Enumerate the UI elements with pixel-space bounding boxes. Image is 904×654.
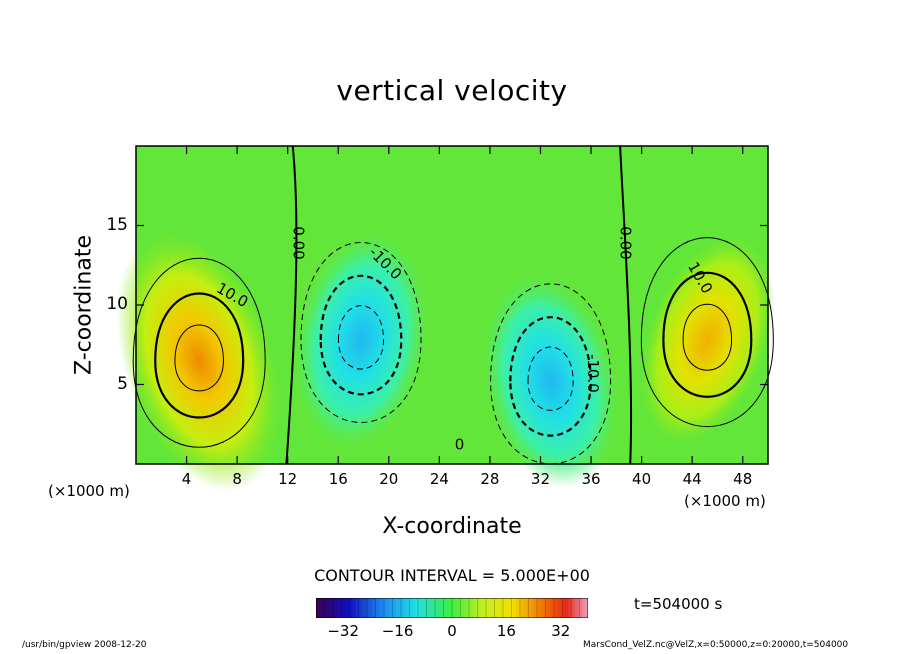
- negative-contour-line: [300, 241, 422, 423]
- negative-contour-line: [509, 316, 592, 437]
- colorbar: [315, 597, 589, 619]
- footer-source: MarsCond_VelZ.nc@VelZ,x=0:50000,z=0:2000…: [583, 640, 849, 650]
- x-tick-label: 12: [278, 470, 298, 488]
- x-tick-label: 24: [429, 470, 449, 488]
- updraft-region: [116, 230, 282, 492]
- zero-contour-line: [285, 145, 298, 465]
- positive-contour-line: [132, 258, 266, 448]
- x-tick-label: 4: [181, 470, 192, 488]
- downdraft-region: [294, 233, 428, 447]
- updraft-region: [639, 236, 775, 444]
- x-tick-label: 28: [480, 470, 500, 488]
- negative-contour-line: [337, 305, 385, 370]
- contour-label: -10.0: [584, 354, 602, 393]
- y-tick-label: 10: [106, 294, 128, 314]
- x-tick-label: 36: [581, 470, 601, 488]
- colorbar-tick-label: −32: [327, 622, 360, 640]
- x-tick-label: 16: [328, 470, 348, 488]
- x-tick-label: 44: [682, 470, 702, 488]
- x-tick-label: 20: [379, 470, 399, 488]
- plot-area: 0.00 -10.0 10.0 0.00 10.0 -10.0 0: [116, 145, 775, 492]
- x-tick-label: 32: [530, 470, 551, 488]
- x-tick-label: 40: [632, 470, 652, 488]
- contour-label: 0.00: [617, 226, 635, 259]
- x-tick-label: 48: [733, 470, 753, 488]
- colorbar-tick-label: 0: [447, 622, 457, 640]
- x-tick-label: 8: [232, 470, 242, 488]
- time-label: t=504000 s: [634, 595, 723, 613]
- colorbar-tick-label: −16: [381, 622, 414, 640]
- positive-contour-line: [174, 324, 224, 392]
- y-tick-label: 5: [117, 373, 128, 394]
- x-unit-label: (×1000 m): [48, 482, 130, 500]
- downdraft-region: [483, 274, 618, 488]
- colorbar-tick-label: 32: [551, 622, 571, 640]
- y-tick-label: 15: [106, 214, 128, 235]
- contour-label: 0: [455, 435, 465, 453]
- contour-interval-label: CONTOUR INTERVAL = 5.000E+00: [314, 566, 590, 585]
- positive-contour-line: [682, 303, 733, 371]
- positive-contour-line: [640, 237, 774, 428]
- chart-title: vertical velocity: [336, 74, 568, 107]
- positive-contour-line: [662, 271, 753, 398]
- x-unit-label-secondary: (×1000 m): [684, 492, 766, 510]
- positive-contour-line: [154, 292, 245, 419]
- negative-contour-line: [319, 274, 403, 396]
- footer-command: /usr/bin/gpview 2008-12-20: [22, 640, 147, 650]
- x-axis-label: X-coordinate: [382, 514, 522, 539]
- zero-contour-line: [619, 145, 633, 465]
- negative-contour-line: [490, 283, 612, 465]
- negative-contour-line: [527, 346, 574, 411]
- contour-label: 0.00: [289, 226, 307, 259]
- colorbar-tick-label: 16: [496, 622, 516, 640]
